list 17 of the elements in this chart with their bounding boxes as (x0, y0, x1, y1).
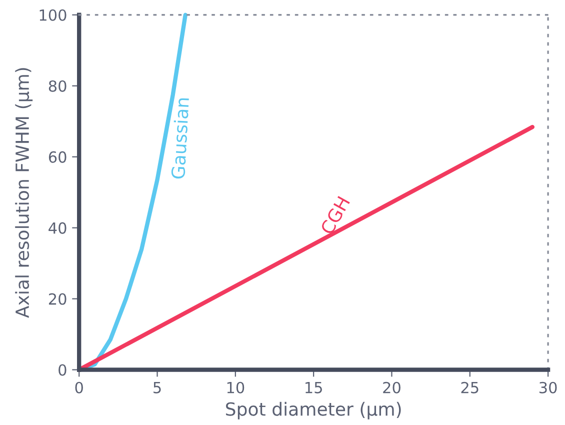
x-tick-label: 25 (461, 382, 478, 394)
x-tick-label: 10 (227, 382, 244, 394)
x-tick-label: 0 (75, 382, 83, 394)
y-tick-label: 100 (40, 9, 66, 21)
x-tick-label: 5 (154, 382, 161, 394)
x-tick-label: 20 (383, 382, 400, 394)
y-tick-label: 80 (48, 80, 66, 92)
text: CGH (320, 196, 350, 236)
x-tick-label: 15 (306, 382, 322, 394)
x-tick-label: 30 (539, 382, 557, 394)
y-axis-title: Axial resolution FWHM (µm) (15, 68, 33, 318)
x-axis-title: Spot diameter (µm) (226, 402, 401, 420)
y-tick-label: 40 (48, 222, 66, 234)
y-tick-label: 20 (48, 293, 66, 305)
y-tick-label: 0 (58, 364, 66, 376)
y-tick-label: 60 (48, 151, 66, 163)
text: Gaussian (170, 98, 190, 179)
